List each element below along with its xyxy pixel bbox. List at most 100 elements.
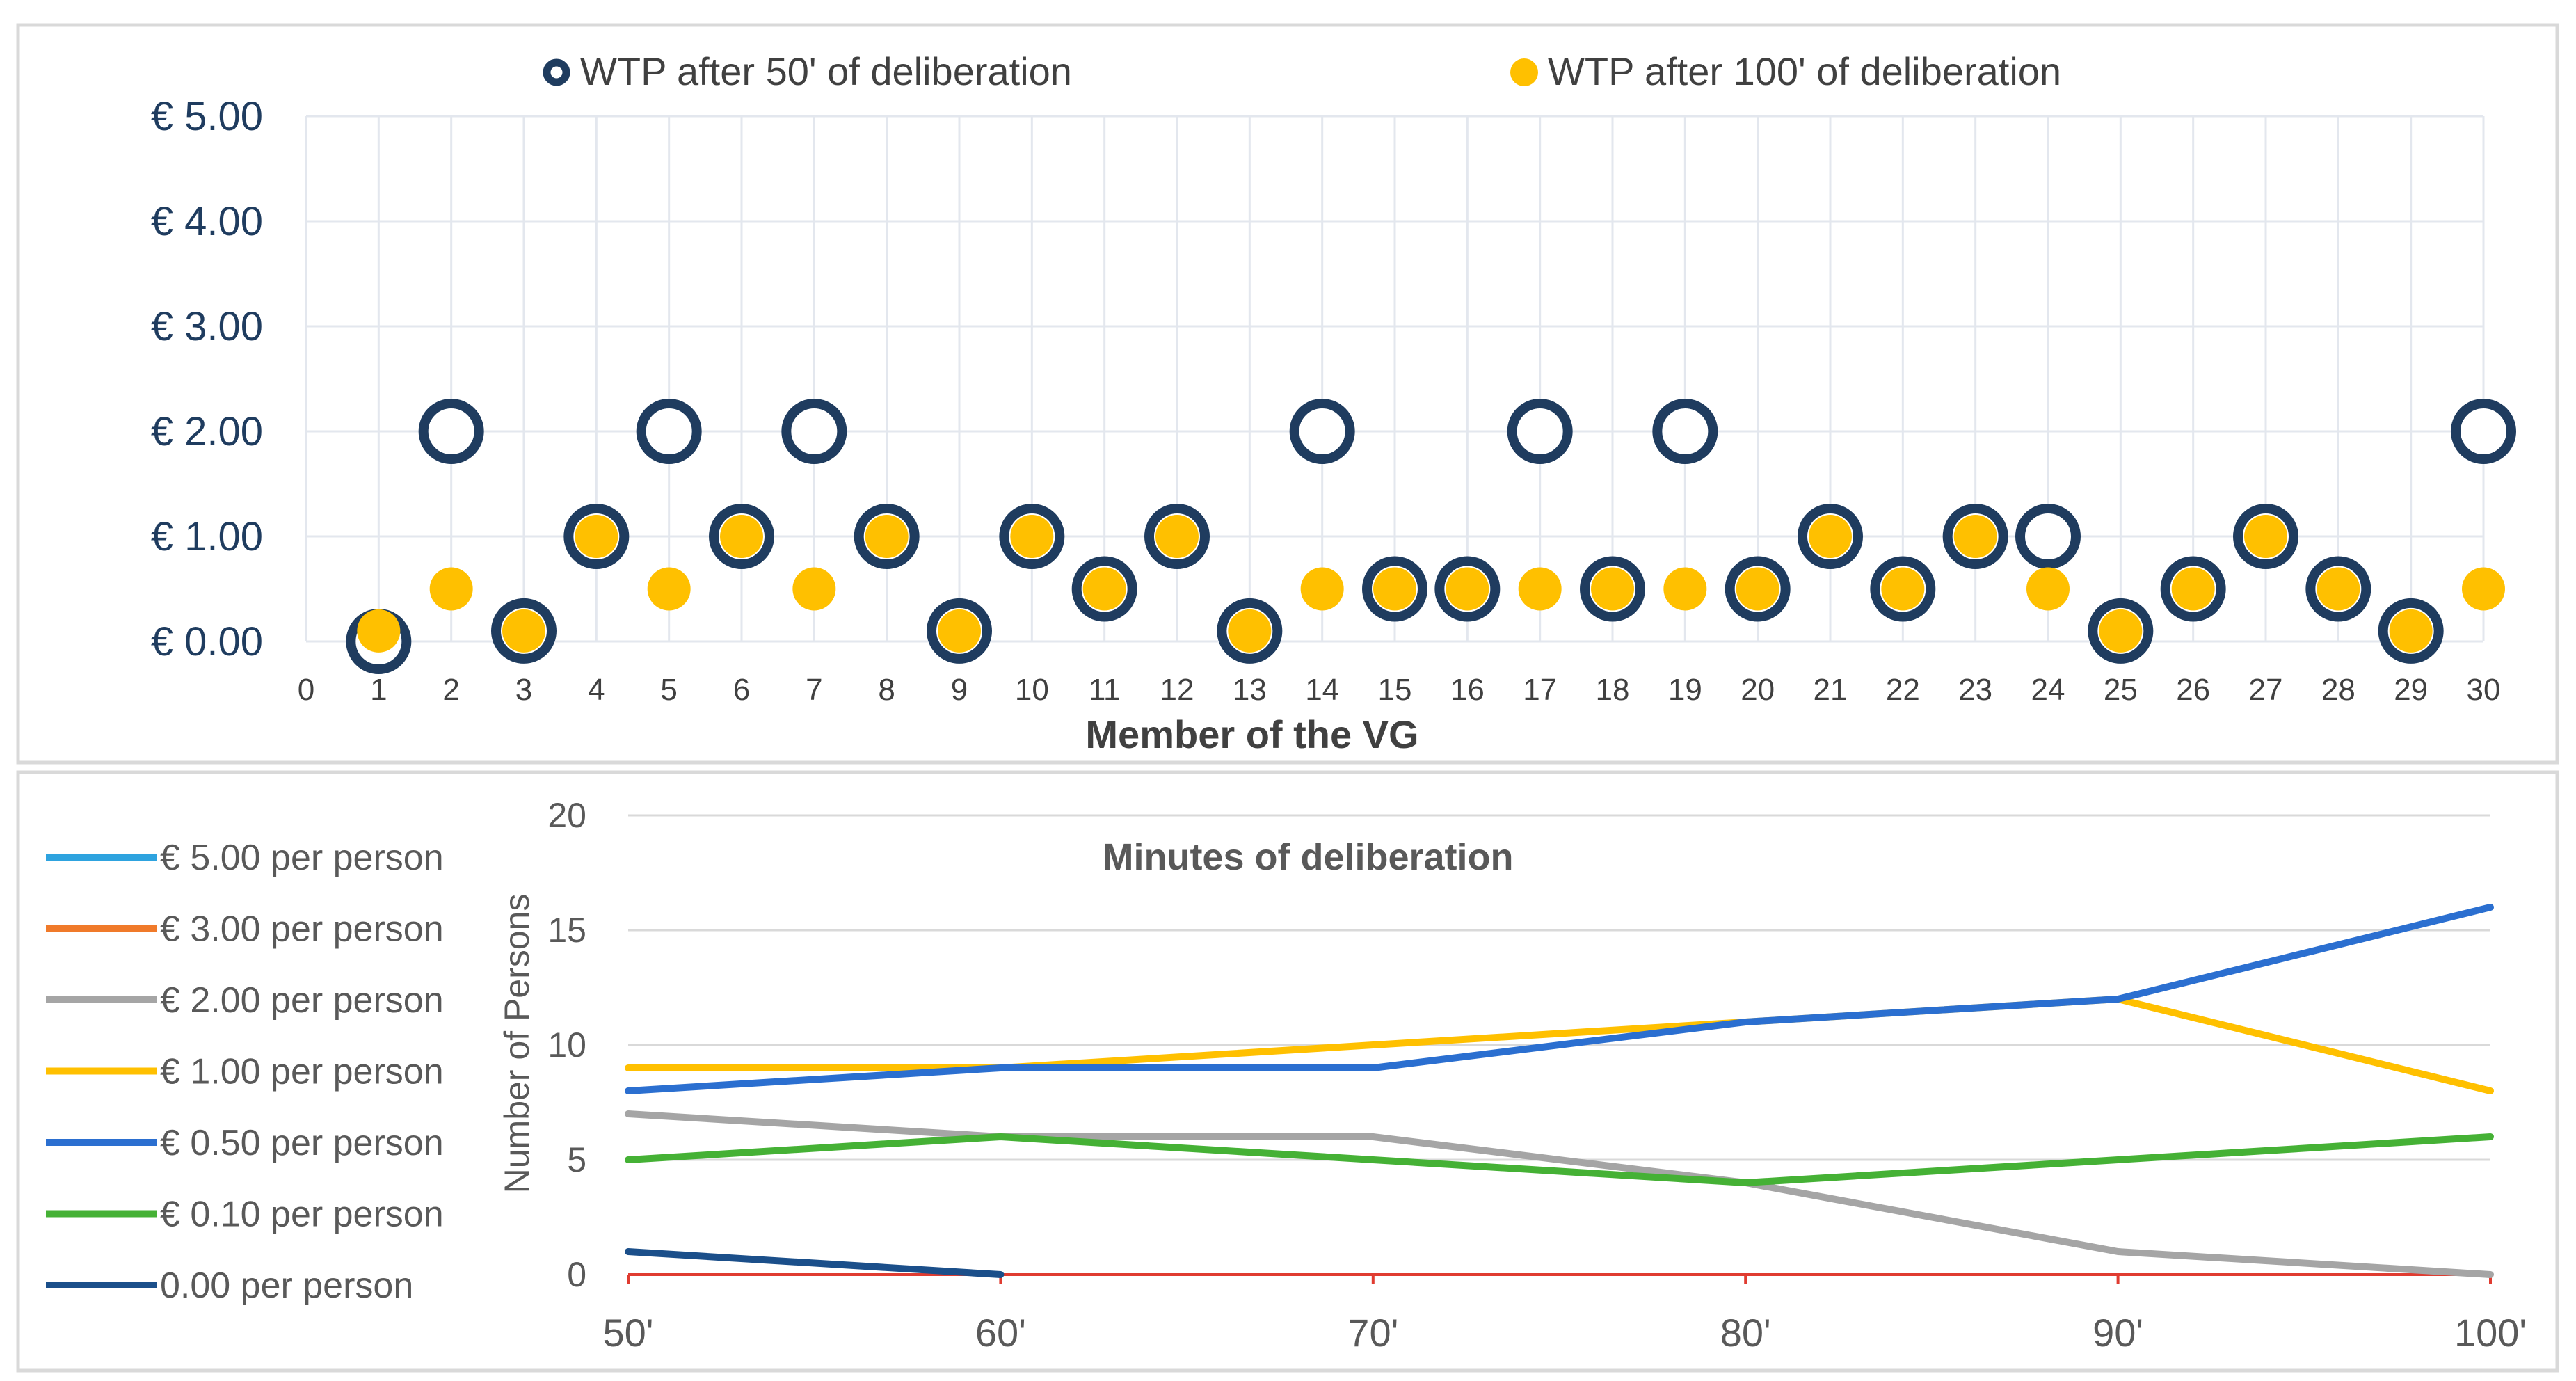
legend-label: € 0.50 per person xyxy=(160,1123,444,1163)
point-wtp-50 xyxy=(2015,504,2081,569)
top-x-tick-label: 1 xyxy=(370,673,387,707)
top-x-tick-label: 8 xyxy=(878,673,895,707)
top-scatter-points xyxy=(346,399,2516,674)
top-legend: WTP after 50' of deliberation WTP after … xyxy=(543,49,2061,93)
top-y-tick-label: € 3.00 xyxy=(151,304,263,349)
point-wtp-100 xyxy=(1155,515,1199,558)
top-x-tick-label: 30 xyxy=(2467,673,2501,707)
bottom-y-tick-labels: 0 5 10 15 20 xyxy=(547,796,586,1294)
top-x-tick-label: 2 xyxy=(442,673,459,707)
bottom-x-tick-label: 70' xyxy=(1347,1311,1398,1355)
point-wtp-100 xyxy=(938,609,981,653)
point-wtp-100 xyxy=(2317,567,2360,611)
top-x-tick-label: 14 xyxy=(1305,673,1339,707)
point-wtp-100 xyxy=(2099,609,2143,653)
point-wtp-100 xyxy=(1736,567,1779,611)
point-wtp-100 xyxy=(2244,515,2287,558)
legend-label-wtp-50: WTP after 50' of deliberation xyxy=(580,49,1072,93)
bottom-x-tick-label: 80' xyxy=(1720,1311,1771,1355)
point-wtp-100 xyxy=(720,515,763,558)
point-wtp-100 xyxy=(1082,567,1126,611)
top-x-tick-label: 7 xyxy=(806,673,822,707)
bottom-x-tick-label: 90' xyxy=(2093,1311,2143,1355)
top-x-tick-label: 29 xyxy=(2394,673,2428,707)
top-x-tick-label: 19 xyxy=(1668,673,1702,707)
bottom-x-tick-label: 100' xyxy=(2454,1311,2527,1355)
top-y-tick-labels: € 0.00 € 1.00 € 2.00 € 3.00 € 4.00 € 5.00 xyxy=(151,94,263,664)
legend-label: € 0.10 per person xyxy=(160,1195,444,1235)
point-wtp-100 xyxy=(357,609,401,653)
series-line xyxy=(625,904,2494,1094)
series-line xyxy=(625,1133,2494,1186)
top-x-tick-label: 12 xyxy=(1160,673,1194,707)
top-x-tick-label: 0 xyxy=(298,673,314,707)
bottom-series-lines xyxy=(625,904,2494,1278)
top-y-tick-label: € 0.00 xyxy=(151,619,263,664)
top-gridlines xyxy=(305,115,2485,643)
point-wtp-50 xyxy=(2451,399,2516,464)
point-wtp-100 xyxy=(1300,567,1344,611)
point-wtp-100 xyxy=(1518,567,1562,611)
bottom-y-tick-label: 10 xyxy=(547,1025,586,1064)
top-x-tick-label: 28 xyxy=(2321,673,2355,707)
point-wtp-100 xyxy=(1663,567,1707,611)
point-wtp-100 xyxy=(502,609,545,653)
top-x-tick-label: 16 xyxy=(1450,673,1485,707)
bottom-y-tick-label: 0 xyxy=(567,1255,586,1294)
top-x-tick-label: 10 xyxy=(1015,673,1049,707)
bottom-chart-title: Minutes of deliberation xyxy=(1102,836,1513,878)
point-wtp-100 xyxy=(2026,567,2070,611)
top-y-tick-label: € 2.00 xyxy=(151,409,263,454)
top-x-tick-label: 24 xyxy=(2031,673,2065,707)
top-x-tick-label: 5 xyxy=(660,673,677,707)
legend-label: 0.00 per person xyxy=(160,1266,413,1306)
top-x-tick-label: 21 xyxy=(1814,673,1848,707)
legend-label: € 1.00 per person xyxy=(160,1052,444,1092)
point-wtp-100 xyxy=(792,567,836,611)
series-line xyxy=(625,1248,1005,1278)
point-wtp-100 xyxy=(2389,609,2433,653)
top-x-tick-label: 18 xyxy=(1596,673,1630,707)
top-x-tick-label: 26 xyxy=(2176,673,2210,707)
top-x-tick-label: 3 xyxy=(515,673,532,707)
legend-label: € 3.00 per person xyxy=(160,909,444,950)
series-line xyxy=(625,996,2494,1094)
bottom-x-tick-label: 60' xyxy=(975,1311,1026,1355)
top-x-tick-label: 15 xyxy=(1378,673,1412,707)
point-wtp-100 xyxy=(865,515,909,558)
bottom-legend: € 5.00 per person € 3.00 per person € 2.00… xyxy=(46,838,444,1306)
point-wtp-100 xyxy=(2171,567,2215,611)
bottom-y-tick-label: 20 xyxy=(547,796,586,835)
top-x-tick-label: 17 xyxy=(1523,673,1557,707)
point-wtp-50 xyxy=(636,399,702,464)
bottom-y-axis-label: Number of Persons xyxy=(497,894,536,1194)
point-wtp-100 xyxy=(429,567,473,611)
point-wtp-100 xyxy=(647,567,691,611)
point-wtp-100 xyxy=(1591,567,1634,611)
top-x-tick-label: 9 xyxy=(951,673,968,707)
point-wtp-100 xyxy=(1809,515,1852,558)
top-y-tick-label: € 1.00 xyxy=(151,514,263,559)
bottom-y-tick-label: 15 xyxy=(547,911,586,950)
point-wtp-50 xyxy=(1507,399,1573,464)
point-wtp-50 xyxy=(781,399,847,464)
point-wtp-100 xyxy=(1953,515,1997,558)
point-wtp-50 xyxy=(1289,399,1355,464)
legend-label-wtp-100: WTP after 100' of deliberation xyxy=(1548,49,2061,93)
bottom-y-tick-label: 5 xyxy=(567,1140,586,1179)
top-x-tick-labels: 0 1 2 3 4 5 6 7 8 9 10 11 12 13 14 15 16 17 18 19 20 21 22 23 24… xyxy=(298,673,2501,707)
top-y-tick-label: € 5.00 xyxy=(151,94,263,139)
point-wtp-100 xyxy=(1228,609,1272,653)
top-y-tick-label: € 4.00 xyxy=(151,199,263,244)
legend-label: € 2.00 per person xyxy=(160,980,444,1021)
point-wtp-100 xyxy=(2462,567,2505,611)
bottom-x-tick-label: 50' xyxy=(603,1311,654,1355)
point-wtp-100 xyxy=(1881,567,1925,611)
top-x-axis-label: Member of the VG xyxy=(1085,712,1418,756)
top-x-tick-label: 13 xyxy=(1233,673,1267,707)
bottom-x-tick-labels: 50' 60' 70' 80' 90' 100' xyxy=(603,1311,2527,1355)
legend-label: € 5.00 per person xyxy=(160,838,444,878)
top-x-tick-label: 6 xyxy=(733,673,750,707)
top-x-tick-label: 23 xyxy=(1958,673,1992,707)
